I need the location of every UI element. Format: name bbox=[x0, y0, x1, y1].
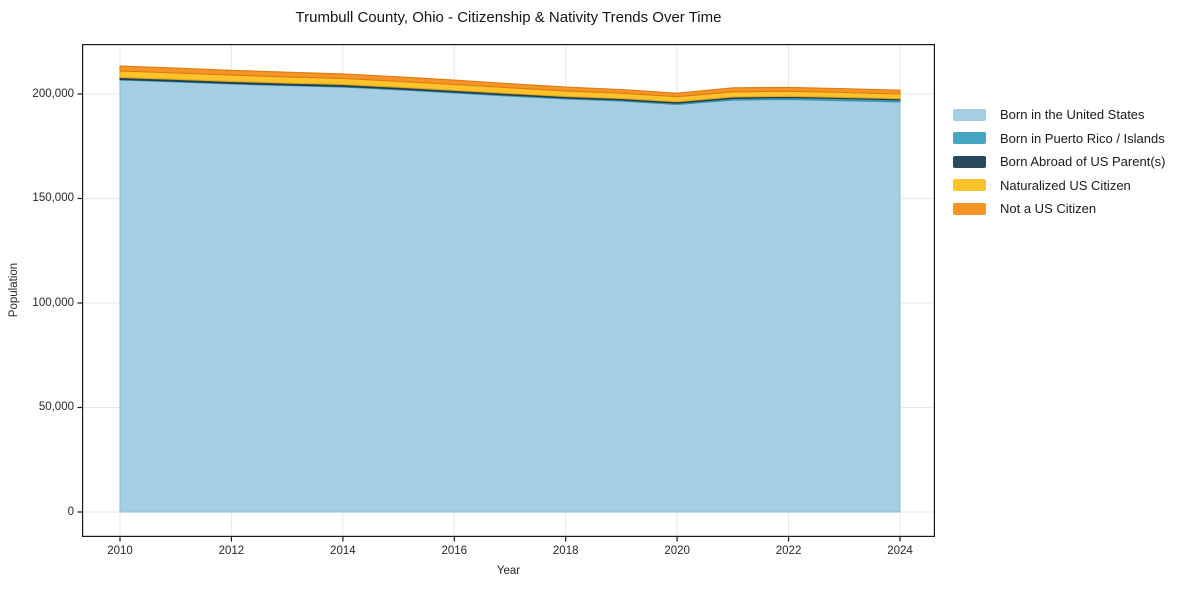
legend-swatch bbox=[953, 155, 986, 168]
y-tick-label: 50,000 bbox=[38, 401, 74, 413]
legend-label: Not a US Citizen bbox=[1000, 201, 1097, 217]
x-tick-label: 2018 bbox=[552, 545, 579, 557]
legend-swatch bbox=[953, 202, 986, 215]
legend: Born in the United States Born in Puerto … bbox=[953, 103, 1189, 221]
y-axis-label: Population bbox=[8, 262, 20, 318]
legend-item: Naturalized US Citizen bbox=[953, 174, 1189, 198]
y-tick-label: 200,000 bbox=[32, 87, 74, 100]
legend-label: Naturalized US Citizen bbox=[1000, 177, 1131, 193]
x-tick-label: 2016 bbox=[441, 545, 468, 557]
chart-title: Trumbull County, Ohio - Citizenship & Na… bbox=[295, 9, 722, 26]
plot-area bbox=[77, 44, 935, 542]
x-tick-label: 2024 bbox=[887, 545, 913, 557]
y-tick-label: 150,000 bbox=[32, 192, 74, 204]
legend-item: Not a US Citizen bbox=[953, 197, 1189, 221]
y-tick-label: 100,000 bbox=[32, 296, 74, 309]
x-tick-label: 2020 bbox=[664, 545, 690, 557]
legend-swatch bbox=[953, 132, 986, 145]
x-axis-label: Year bbox=[496, 565, 521, 577]
x-tick-label: 2022 bbox=[775, 545, 802, 557]
y-tick-label: 0 bbox=[67, 505, 74, 518]
legend-item: Born in Puerto Rico / Islands bbox=[953, 127, 1189, 151]
legend-item: Born Abroad of US Parent(s) bbox=[953, 150, 1189, 174]
legend-swatch bbox=[953, 108, 986, 121]
legend-label: Born in Puerto Rico / Islands bbox=[1000, 130, 1165, 146]
legend-item: Born in the United States bbox=[953, 103, 1189, 127]
stacked-area-chart bbox=[77, 44, 935, 542]
legend-label: Born in the United States bbox=[1000, 107, 1145, 123]
x-tick-label: 2012 bbox=[218, 545, 245, 557]
x-tick-label: 2010 bbox=[107, 545, 133, 557]
x-tick-label: 2014 bbox=[330, 545, 356, 557]
legend-swatch bbox=[953, 179, 986, 192]
legend-label: Born Abroad of US Parent(s) bbox=[1000, 154, 1166, 170]
